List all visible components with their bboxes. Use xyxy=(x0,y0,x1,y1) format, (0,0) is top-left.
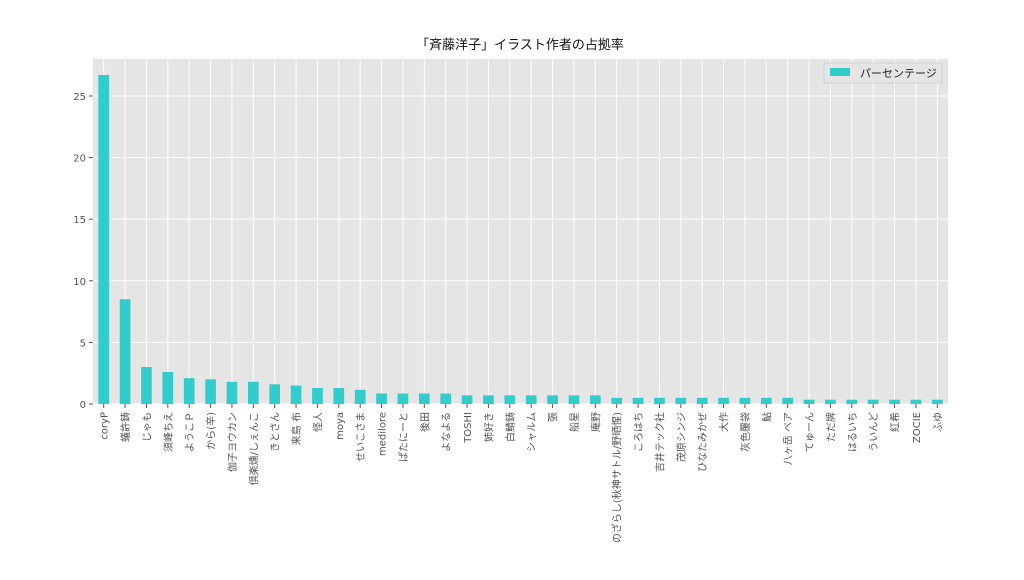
x-tick-label: moya xyxy=(335,412,346,440)
legend-box xyxy=(823,62,943,84)
bar xyxy=(760,397,772,404)
x-tick-label: 後田 xyxy=(418,412,431,432)
bar xyxy=(98,75,110,405)
bar xyxy=(269,384,281,404)
bar xyxy=(825,399,836,404)
x-tick-label: ようこＰ xyxy=(184,412,196,452)
bar xyxy=(654,397,665,404)
x-tick-label: 倶楽燻/しぇんこ xyxy=(247,412,260,485)
bar xyxy=(931,399,943,404)
x-tick-label: 庵野 xyxy=(589,412,602,432)
x-tick-label: シャルム xyxy=(526,412,538,452)
bar xyxy=(525,395,537,404)
x-axis: coryP 蟻許鋳 じゃも 須峰ちえ ようこＰ から(辛) 伽子ヨウカン 倶楽燻/しぇんこ きと… xyxy=(100,404,944,543)
x-tick-label: 白鯖鋳 xyxy=(504,412,517,442)
x-tick-label: 茂原シンジ xyxy=(675,412,688,462)
x-tick-label: 船星 xyxy=(568,412,581,432)
bar xyxy=(568,395,580,404)
bar xyxy=(718,397,729,404)
x-tick-label: はるいち xyxy=(847,412,859,452)
x-tick-label: ういんど xyxy=(868,412,880,452)
y-tick-label: 20 xyxy=(73,154,86,165)
plot-area xyxy=(93,59,948,404)
bar xyxy=(846,399,858,404)
bar xyxy=(611,397,623,404)
bar xyxy=(162,371,174,404)
grid-lines xyxy=(93,59,948,405)
x-tick-label: 紅希 xyxy=(889,412,902,432)
bar xyxy=(483,395,494,404)
y-axis: 0 5 10 15 20 25 xyxy=(73,92,93,411)
x-tick-label: から(辛) xyxy=(205,412,218,450)
x-tick-label: きとさん xyxy=(270,412,282,452)
x-tick-label: てゅーん xyxy=(804,412,816,452)
bar xyxy=(333,387,345,404)
legend: パーセンテージ xyxy=(823,62,943,84)
x-tick-label: ころはち xyxy=(633,412,645,452)
bars xyxy=(98,75,943,405)
bar xyxy=(675,397,687,404)
x-tick-label: 蟻許鋳 xyxy=(119,412,132,442)
bar xyxy=(290,385,302,404)
x-tick-label: じゃも xyxy=(141,412,153,442)
legend-label: パーセンテージ xyxy=(860,67,937,80)
bar xyxy=(418,393,430,404)
x-tick-label: ぱたにーと xyxy=(398,412,410,462)
bar xyxy=(547,395,558,404)
x-tick-label: ふゆ xyxy=(932,412,944,432)
x-tick-label: 灰色覆袋 xyxy=(739,412,752,452)
bar xyxy=(739,397,751,404)
legend-swatch xyxy=(830,68,850,76)
bar xyxy=(183,378,195,404)
x-tick-label: TOSHI xyxy=(463,412,474,444)
x-tick-label: 来島 布 xyxy=(290,412,303,445)
x-tick-label: 八ヶ岳 ベア xyxy=(783,412,795,465)
x-tick-label: ただ牌 xyxy=(824,412,837,442)
x-tick-label: のざらし(秋神サトル/野晒惺) xyxy=(611,412,624,543)
chart-title: 「斉藤洋子」イラスト作者の占拠率 xyxy=(416,37,624,53)
y-tick-label: 0 xyxy=(80,400,86,411)
x-tick-label: 怪人 xyxy=(311,412,324,432)
bar xyxy=(141,367,152,404)
x-tick-label: ひなたみかぜ xyxy=(697,412,709,472)
x-tick-label: ZOCIE xyxy=(912,412,923,443)
x-tick-label: 大作 xyxy=(718,412,731,432)
x-tick-label: medilore xyxy=(378,412,389,456)
bar xyxy=(589,395,601,404)
x-tick-label: coryP xyxy=(100,412,111,440)
x-tick-label: 須峰ちえ xyxy=(163,412,175,452)
bar xyxy=(440,393,452,404)
x-tick-label: 張 xyxy=(548,412,560,422)
bar xyxy=(247,381,259,404)
bar xyxy=(226,381,238,404)
bar xyxy=(119,299,131,404)
x-tick-label: 吉井テック社 xyxy=(653,412,666,472)
y-tick-label: 5 xyxy=(80,338,86,349)
x-tick-label: 伽子ヨウカン xyxy=(226,412,239,472)
y-tick-label: 15 xyxy=(73,215,86,226)
bar xyxy=(376,393,387,404)
bar xyxy=(354,389,366,404)
bar xyxy=(205,379,216,404)
bar xyxy=(867,399,879,404)
bar xyxy=(312,387,323,404)
bar xyxy=(803,399,815,404)
bar xyxy=(782,397,794,404)
bar xyxy=(910,399,922,404)
bar xyxy=(632,397,644,404)
bar xyxy=(889,399,900,404)
y-tick-label: 10 xyxy=(73,277,86,288)
bar xyxy=(696,397,708,404)
bar xyxy=(397,393,409,404)
bar xyxy=(504,395,516,404)
x-tick-label: よなよる xyxy=(441,412,453,452)
x-tick-label: 鮎 xyxy=(760,412,773,422)
y-tick-label: 25 xyxy=(73,92,86,103)
x-tick-label: せいこさま xyxy=(355,412,367,462)
x-tick-label: 姉好き xyxy=(482,412,495,442)
bar xyxy=(461,395,473,404)
